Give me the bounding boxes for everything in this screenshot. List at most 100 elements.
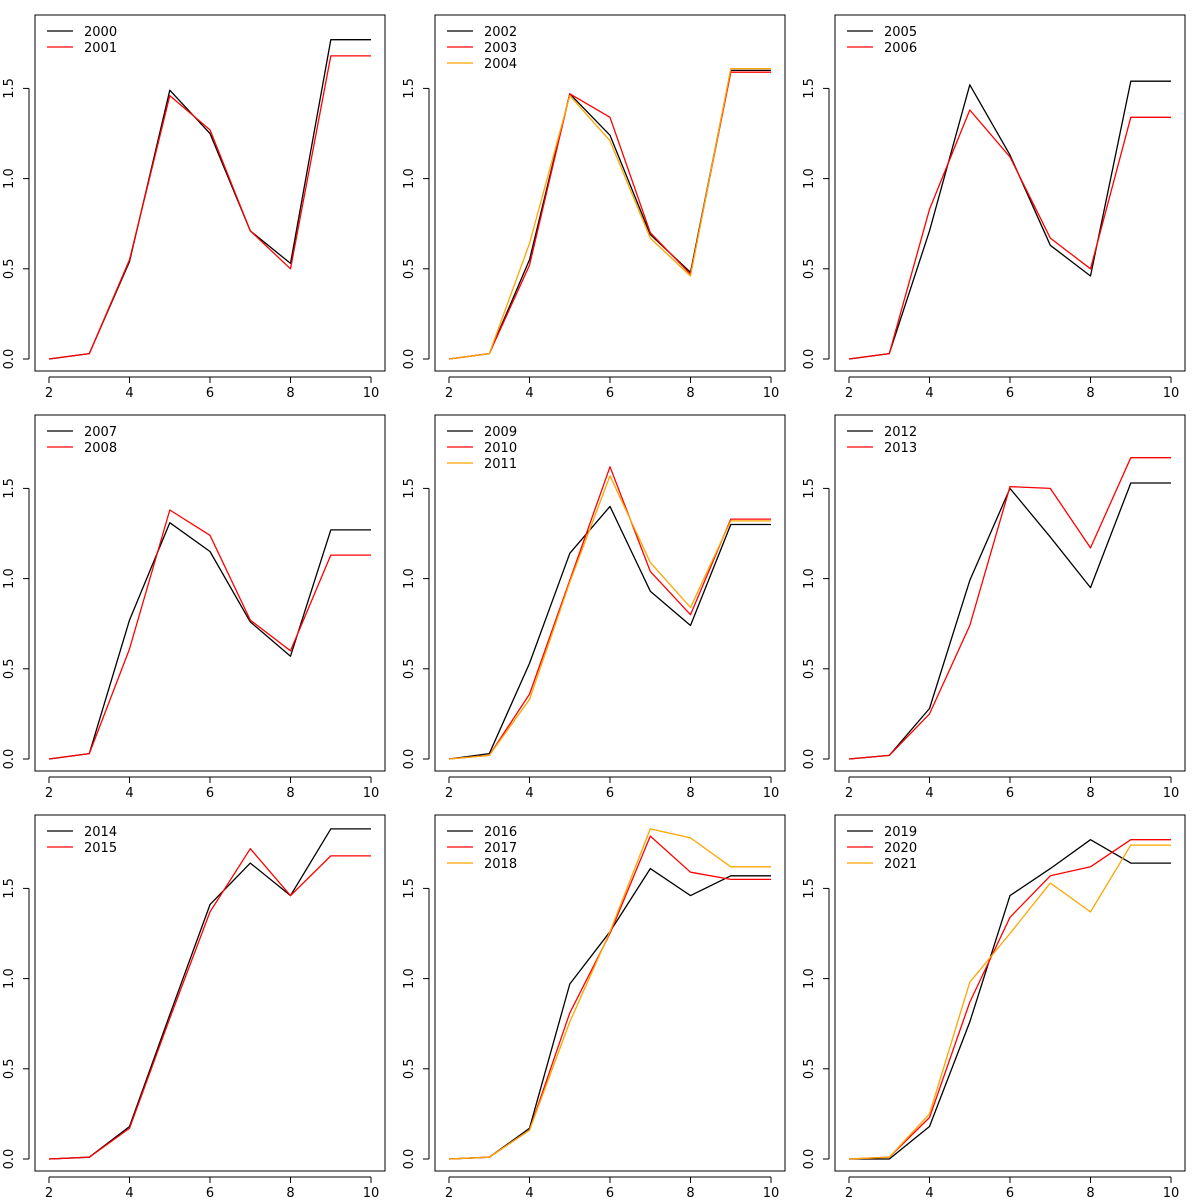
x-tick-label: 2 [45,386,53,401]
x-tick-label: 6 [206,1186,214,1200]
y-tick-label: 0.5 [802,1058,817,1079]
series-line-2009 [448,505,771,760]
y-tick-label: 0.0 [802,749,817,770]
x-tick-label: 6 [206,386,214,401]
x-tick-label: 8 [286,386,294,401]
legend-label: 2013 [884,441,917,456]
series-line-2018 [448,828,771,1160]
x-tick-label: 6 [606,1186,614,1200]
y-tick-label: 0.0 [402,1149,417,1170]
x-tick-label: 10 [1163,786,1180,801]
plot-frame [834,814,1186,1172]
x-tick-label: 10 [1163,1186,1180,1200]
y-tick-label: 0.0 [802,349,817,370]
x-tick-label: 2 [445,386,453,401]
y-tick-label: 0.0 [802,1149,817,1170]
series-line-2004 [448,67,771,360]
y-tick-label: 0.5 [802,258,817,279]
x-tick-label: 10 [763,1186,780,1200]
x-tick-label: 4 [525,386,533,401]
legend-label: 2010 [484,441,517,456]
x-tick-label: 2 [45,786,53,801]
y-tick-label: 0.5 [2,658,17,679]
series-line-2021 [848,844,1171,1160]
series-line-2007 [48,522,371,760]
y-tick-label: 1.5 [802,78,817,99]
series-line-2017 [448,835,771,1160]
x-tick-label: 10 [763,786,780,801]
x-tick-label: 6 [1006,786,1014,801]
y-tick-label: 0.0 [2,749,17,770]
y-tick-label: 0.5 [2,1058,17,1079]
x-tick-label: 6 [1006,1186,1014,1200]
y-tick-label: 0.5 [402,1058,417,1079]
x-tick-label: 2 [845,786,853,801]
x-tick-label: 4 [525,786,533,801]
y-tick-label: 1.5 [402,78,417,99]
plot-frame [434,414,786,772]
legend-label: 2019 [884,825,917,840]
x-tick-label: 10 [1163,386,1180,401]
legend-label: 2017 [484,841,517,856]
x-tick-label: 8 [286,1186,294,1200]
y-tick-label: 1.5 [2,478,17,499]
x-tick-label: 4 [925,786,933,801]
x-tick-label: 4 [125,386,133,401]
x-tick-label: 10 [363,1186,380,1200]
series-line-2008 [48,509,371,760]
x-tick-label: 10 [363,386,380,401]
y-tick-label: 0.0 [402,349,417,370]
x-tick-label: 6 [1006,386,1014,401]
plot-frame [34,14,386,372]
legend-label: 2012 [884,425,917,440]
series-line-2000 [48,39,371,360]
legend-label: 2016 [484,825,517,840]
y-tick-label: 0.5 [2,258,17,279]
series-line-2015 [48,848,371,1160]
x-tick-label: 6 [606,386,614,401]
series-line-2019 [849,839,1171,1160]
y-tick-label: 1.0 [2,568,17,589]
x-tick-label: 8 [1086,386,1094,401]
series-line-2020 [848,839,1171,1160]
legend-label: 2006 [884,41,917,56]
legend-label: 2014 [84,825,117,840]
plot-frame [34,814,386,1172]
y-tick-label: 0.0 [2,349,17,370]
series-line-2011 [448,475,771,760]
legend-label: 2008 [84,441,117,456]
y-tick-label: 1.0 [402,568,417,589]
x-tick-label: 4 [125,786,133,801]
x-tick-label: 8 [1086,1186,1094,1200]
plot-frame [34,414,386,772]
x-tick-label: 2 [845,386,853,401]
y-tick-label: 0.5 [802,658,817,679]
x-tick-label: 2 [445,786,453,801]
y-tick-label: 0.0 [402,749,417,770]
series-line-2013 [848,457,1171,760]
series-line-2005 [848,80,1171,360]
plot-frame [834,14,1186,372]
x-tick-label: 6 [206,786,214,801]
x-tick-label: 10 [763,386,780,401]
series-line-2003 [448,71,771,360]
legend-label: 2007 [84,425,117,440]
x-tick-label: 4 [925,386,933,401]
x-tick-label: 8 [286,786,294,801]
x-tick-label: 6 [606,786,614,801]
series-line-2012 [848,482,1171,760]
x-tick-label: 8 [686,786,694,801]
series-line-2014 [48,828,371,1160]
y-tick-label: 1.5 [402,478,417,499]
legend-label: 2003 [484,41,517,56]
y-tick-label: 1.0 [2,168,17,189]
x-tick-label: 10 [363,786,380,801]
series-line-2001 [48,55,371,360]
legend-label: 2004 [484,57,517,72]
